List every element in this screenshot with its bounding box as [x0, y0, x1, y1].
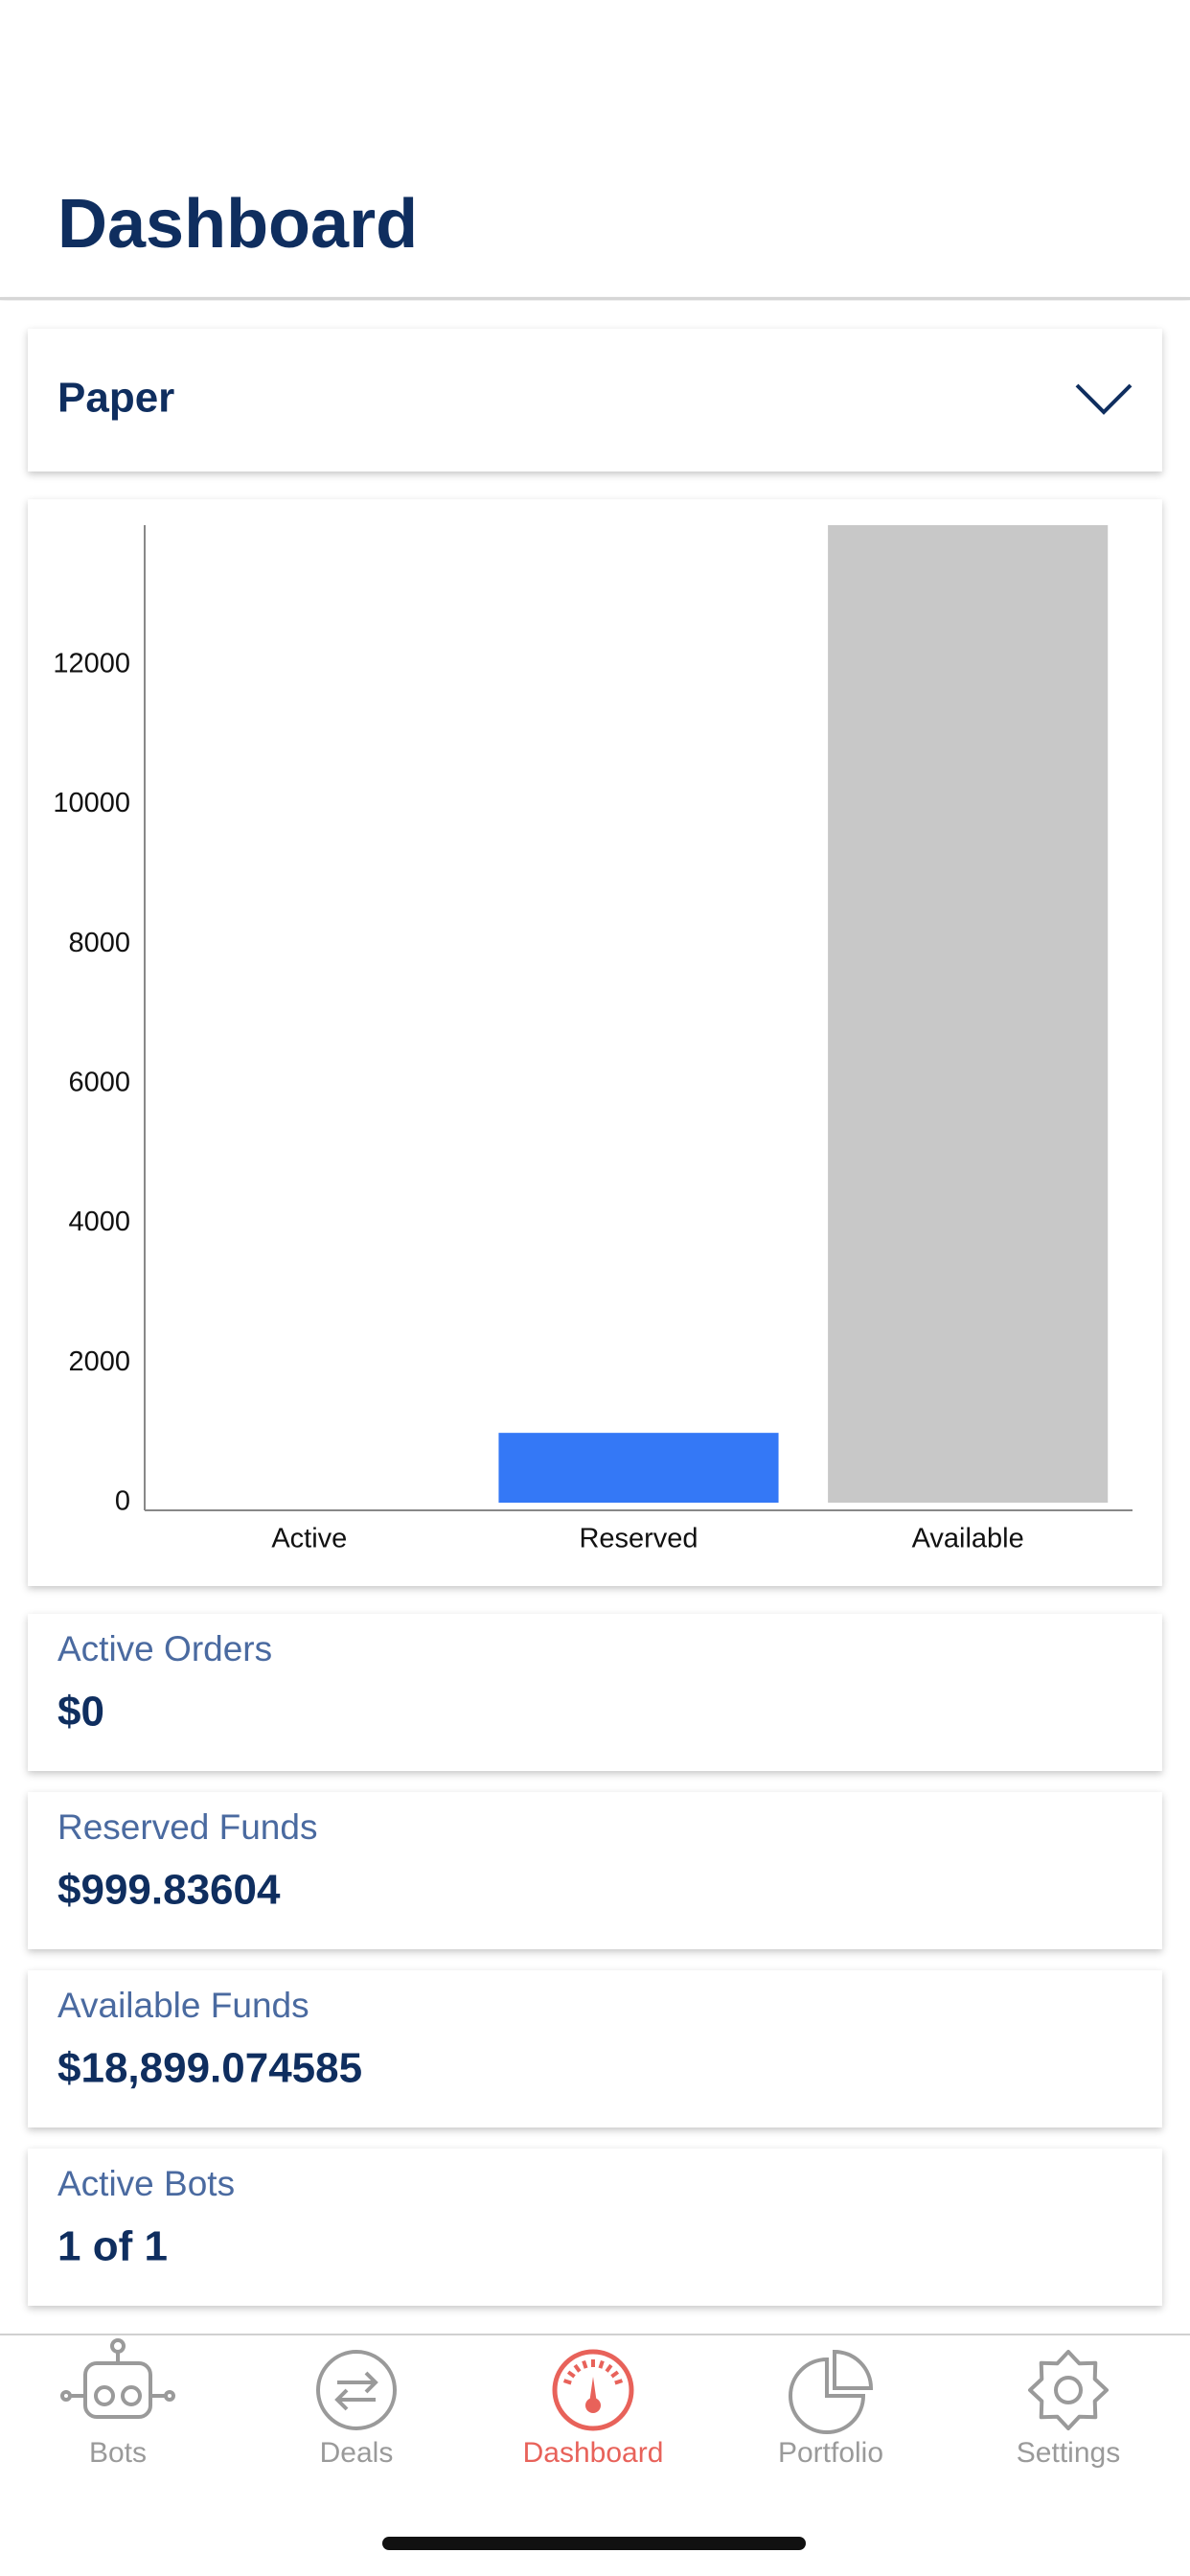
gauge-hub: [585, 2398, 601, 2413]
robot-antenna-tip: [110, 2338, 126, 2354]
card-value: $999.83604: [57, 1867, 281, 1914]
gauge-ring: [552, 2349, 634, 2431]
card-label: Available Funds: [57, 1986, 309, 2025]
y-tick-label: 6000: [68, 1068, 130, 1098]
info-card: [28, 1614, 1162, 1771]
gear: [1028, 2350, 1109, 2430]
gauge-tick: [598, 2359, 605, 2369]
card-value: 1 of 1: [57, 2223, 168, 2270]
card-label: Active Orders: [57, 1629, 272, 1668]
selector-card[interactable]: [28, 329, 1162, 472]
deals-ring: [316, 2350, 397, 2430]
card-value: $0: [57, 1689, 104, 1736]
account-selector[interactable]: Paper: [28, 329, 1162, 472]
robot-eye: [121, 2385, 142, 2406]
tab-label: Dashboard: [523, 2437, 664, 2469]
pie-wedge: [833, 2349, 874, 2390]
page-title: Dashboard: [57, 186, 418, 263]
y-tick-label: 8000: [68, 928, 130, 958]
tab-label: Bots: [89, 2437, 147, 2469]
chevron-icon: [1075, 383, 1133, 415]
y-tick-label: 2000: [68, 1346, 130, 1377]
tab-item[interactable]: Portfolio: [778, 2349, 883, 2469]
gauge-tick: [605, 2363, 613, 2373]
gauge-tick: [610, 2370, 620, 2379]
gauge-tick: [573, 2363, 582, 2373]
pie-slice: [789, 2357, 866, 2434]
x-tick-label: Reserved: [579, 1524, 698, 1554]
y-tick-label: 12000: [53, 648, 130, 678]
tab-label: Settings: [1017, 2437, 1120, 2469]
gauge-tick: [614, 2379, 624, 2385]
y-tick-label: 4000: [68, 1207, 130, 1237]
robot-ear-tip: [164, 2390, 175, 2402]
tabs: Bots Deals Dashboard Portfolio Settings: [60, 2338, 1120, 2469]
bars: [498, 525, 1109, 1504]
robot-ear-tip: [60, 2390, 72, 2402]
gauge-tick: [582, 2359, 588, 2369]
y-tick-label: 0: [115, 1486, 130, 1517]
chart: 0 2000 4000 6000 8000 10000 12000 Active Reserve…: [53, 525, 1133, 1554]
gauge-tick: [566, 2370, 576, 2379]
tab-item[interactable]: Dashboard: [523, 2349, 664, 2469]
robot-eye: [94, 2385, 115, 2406]
info-card: [28, 2149, 1162, 2306]
tab-item[interactable]: Deals: [316, 2350, 397, 2469]
gauge-needle: [589, 2377, 597, 2404]
card-label: Active Bots: [57, 2164, 235, 2203]
info-card: [28, 1792, 1162, 1949]
gauge-tick: [562, 2379, 572, 2385]
info-card: [28, 1970, 1162, 2128]
cards: Active Orders $0 Reserved Funds $999.83604 A…: [28, 1614, 1162, 2306]
tab-bar: [0, 2334, 1190, 2576]
header-divider: [0, 297, 1190, 300]
home-indicator: [382, 2537, 806, 2550]
bar: [828, 525, 1109, 1504]
y-tick-label: 10000: [53, 788, 130, 818]
tab-label: Portfolio: [778, 2437, 883, 2469]
x-tick-label: Available: [912, 1524, 1024, 1554]
bar: [498, 1433, 779, 1503]
card-value: $18,899.074585: [57, 2045, 362, 2092]
deals-arrows: [334, 2371, 378, 2411]
x-tick-label: Active: [271, 1524, 347, 1554]
selector-label: Paper: [57, 375, 174, 422]
gear-hole: [1054, 2376, 1083, 2404]
tab-item[interactable]: Bots: [60, 2338, 175, 2469]
tab-label: Deals: [320, 2437, 394, 2469]
tab-item[interactable]: Settings: [1017, 2350, 1120, 2469]
card-label: Reserved Funds: [57, 1807, 317, 1847]
